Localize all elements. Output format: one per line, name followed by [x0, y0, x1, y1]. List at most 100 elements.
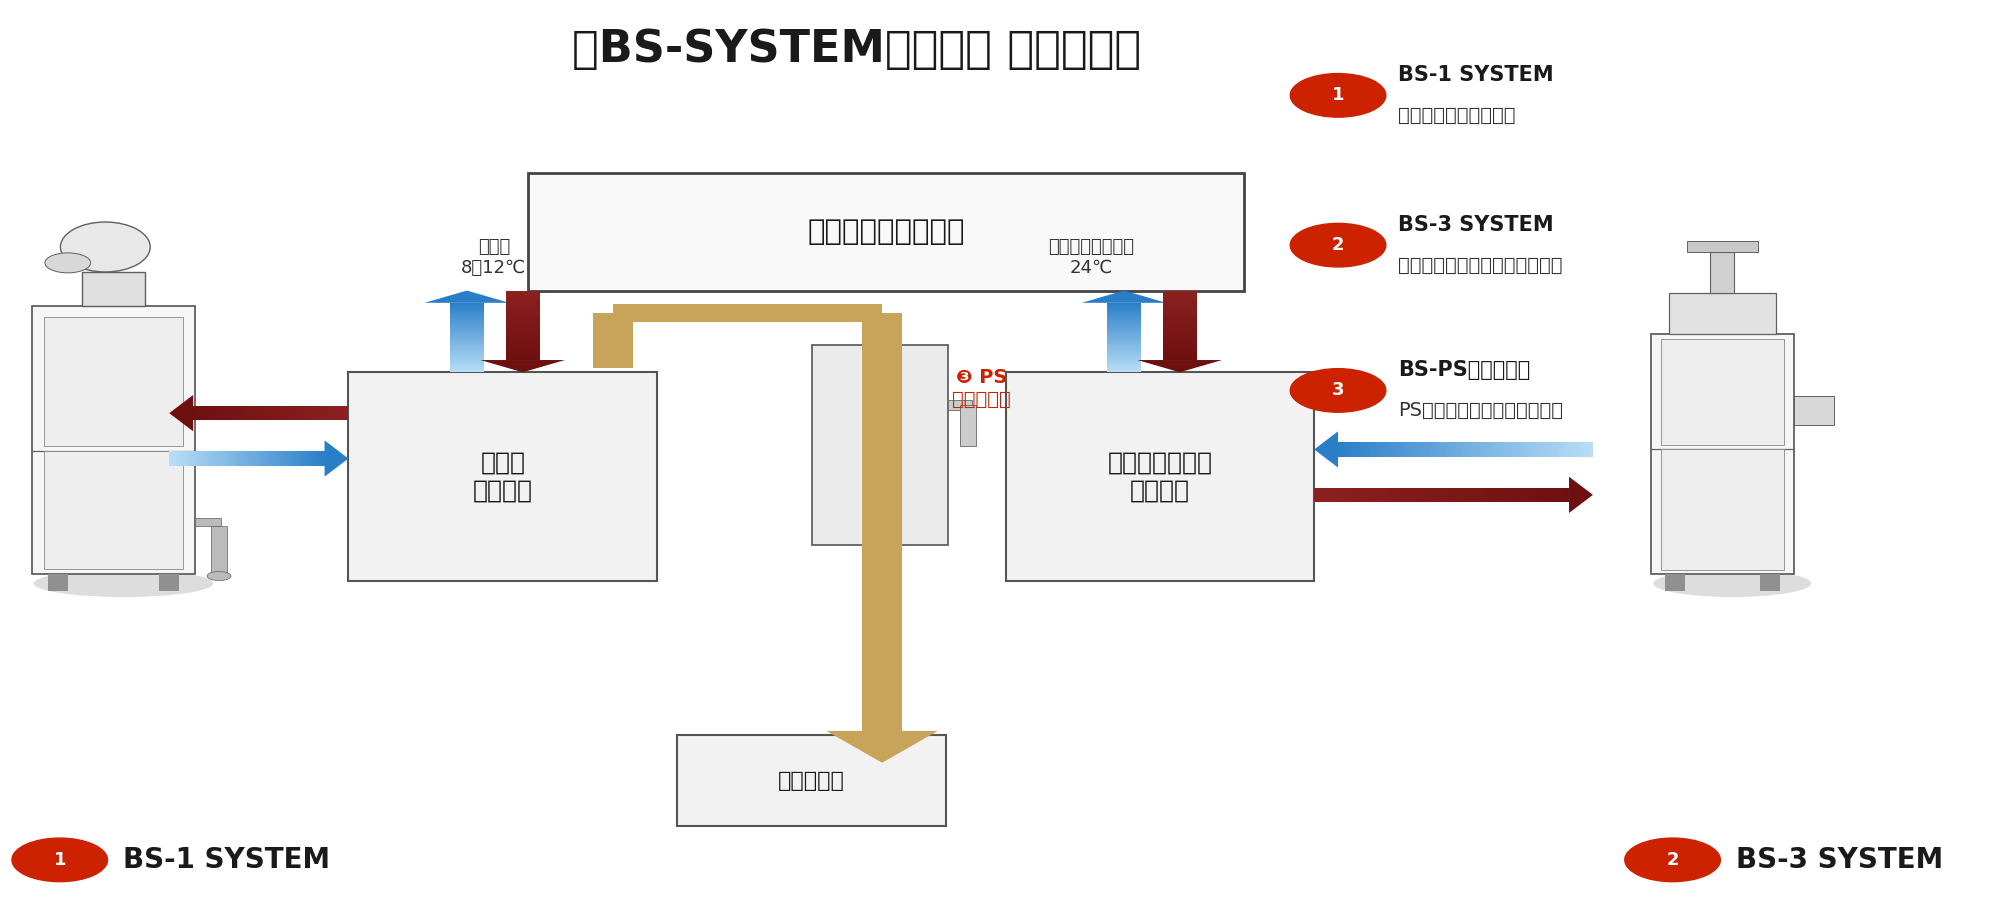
Bar: [1568, 442, 1570, 457]
Bar: [1382, 442, 1386, 457]
Bar: [1382, 488, 1384, 502]
Bar: [1660, 339, 1784, 445]
Text: 中間タンク: 中間タンク: [778, 771, 844, 791]
Bar: [1374, 442, 1376, 457]
Bar: [1522, 442, 1526, 457]
Bar: [348, 372, 658, 581]
Polygon shape: [480, 360, 564, 372]
Bar: [1436, 442, 1440, 457]
Bar: [1794, 396, 1834, 425]
Bar: [1552, 442, 1554, 457]
Bar: [1586, 442, 1590, 457]
Bar: [1434, 442, 1436, 457]
Bar: [1528, 488, 1530, 502]
Bar: [1546, 488, 1550, 502]
Bar: [1390, 442, 1392, 457]
Polygon shape: [1138, 360, 1222, 372]
Circle shape: [1290, 369, 1386, 412]
Bar: [1562, 488, 1566, 502]
Bar: [196, 518, 222, 526]
Bar: [1562, 442, 1564, 457]
Bar: [1334, 488, 1336, 502]
Bar: [1444, 488, 1448, 502]
Bar: [1414, 442, 1418, 457]
Bar: [1350, 442, 1354, 457]
Polygon shape: [1082, 291, 1166, 302]
Bar: [948, 400, 972, 410]
Bar: [1482, 442, 1484, 457]
Bar: [1476, 488, 1480, 502]
Bar: [1338, 442, 1342, 457]
Bar: [1346, 488, 1350, 502]
Bar: [1404, 442, 1408, 457]
Bar: [1444, 442, 1446, 457]
Bar: [1530, 488, 1534, 502]
Bar: [1430, 442, 1434, 457]
Bar: [1538, 442, 1542, 457]
Bar: [1490, 442, 1494, 457]
Text: オフセット印刷機械: オフセット印刷機械: [808, 218, 964, 245]
Bar: [1400, 488, 1404, 502]
Bar: [1548, 442, 1552, 457]
Bar: [1558, 442, 1562, 457]
Bar: [1418, 442, 1420, 457]
Text: BS-1 SYSTEM: BS-1 SYSTEM: [1398, 65, 1554, 85]
Bar: [1314, 488, 1318, 502]
Bar: [1424, 442, 1428, 457]
Bar: [1476, 442, 1478, 457]
Bar: [1570, 442, 1574, 457]
Bar: [1460, 488, 1464, 502]
Bar: [1660, 449, 1784, 570]
Bar: [1564, 442, 1568, 457]
Bar: [960, 405, 976, 446]
Bar: [44, 317, 184, 446]
Bar: [1474, 488, 1476, 502]
Bar: [1428, 442, 1430, 457]
Bar: [212, 526, 226, 576]
Bar: [1468, 488, 1470, 502]
Bar: [48, 574, 68, 590]
Bar: [1574, 442, 1576, 457]
Bar: [1386, 442, 1390, 457]
Bar: [1354, 442, 1358, 457]
Bar: [1396, 488, 1400, 502]
Bar: [1364, 442, 1366, 457]
Bar: [1448, 488, 1452, 502]
Bar: [160, 574, 180, 590]
Bar: [1556, 488, 1560, 502]
Bar: [1348, 442, 1350, 457]
Bar: [1456, 442, 1460, 457]
Bar: [1566, 488, 1570, 502]
Text: 2: 2: [1666, 851, 1678, 869]
Bar: [1394, 488, 1396, 502]
Bar: [1442, 488, 1444, 502]
Bar: [1374, 488, 1378, 502]
Polygon shape: [1314, 431, 1338, 468]
Bar: [1504, 442, 1506, 457]
Ellipse shape: [1654, 570, 1812, 597]
Bar: [1360, 442, 1364, 457]
Bar: [1342, 488, 1346, 502]
Bar: [1384, 488, 1388, 502]
Bar: [1412, 442, 1414, 457]
Bar: [1326, 488, 1330, 502]
Bar: [1420, 488, 1422, 502]
Bar: [1514, 442, 1516, 457]
Bar: [1590, 442, 1592, 457]
Bar: [1440, 442, 1444, 457]
Bar: [1390, 488, 1394, 502]
Bar: [1396, 442, 1398, 457]
Text: BS-1 SYSTEM: BS-1 SYSTEM: [124, 846, 330, 873]
Bar: [1324, 488, 1326, 502]
Bar: [1516, 442, 1520, 457]
Bar: [1422, 488, 1426, 502]
Bar: [1546, 442, 1548, 457]
Bar: [1710, 252, 1734, 292]
Bar: [1438, 488, 1442, 502]
Text: PS版無処理版中間フィルター: PS版無処理版中間フィルター: [1398, 401, 1562, 419]
Bar: [1560, 488, 1562, 502]
Bar: [1506, 488, 1508, 502]
Bar: [1520, 442, 1522, 457]
Bar: [1498, 488, 1502, 502]
Bar: [82, 271, 144, 306]
